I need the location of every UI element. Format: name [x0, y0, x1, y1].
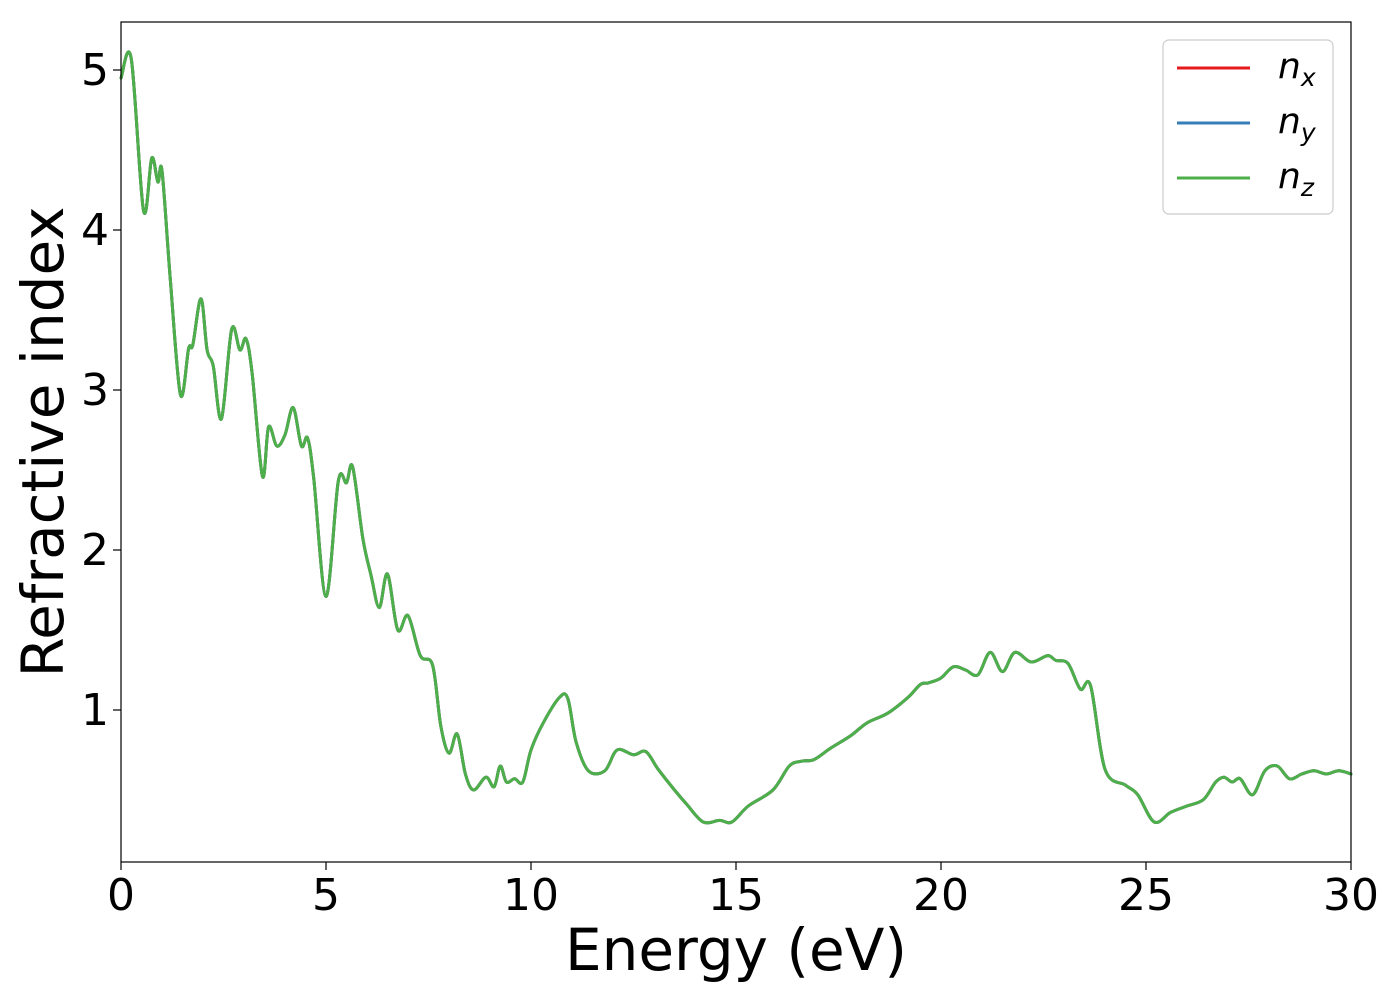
y-tick-label: 3 — [81, 365, 109, 416]
legend-label-nz: nz — [1278, 156, 1315, 202]
series-layer — [119, 50, 1353, 825]
series-line-n-z — [119, 50, 1353, 825]
x-tick-label: 30 — [1323, 870, 1379, 921]
x-tick-label: 20 — [913, 870, 969, 921]
plot-frame — [120, 21, 1352, 863]
x-tick-label: 25 — [1118, 870, 1174, 921]
legend-label-ny: ny — [1278, 101, 1317, 147]
legend-box — [1162, 39, 1334, 215]
x-tick-label: 5 — [312, 870, 340, 921]
x-tick-label: 0 — [107, 870, 135, 921]
legend-label-nx: nx — [1278, 46, 1316, 92]
y-tick-label: 2 — [81, 525, 109, 576]
legend: nx ny nz — [1162, 39, 1334, 215]
x-axis-title: Energy (eV) — [565, 916, 907, 984]
y-ticks: 1 2 3 4 5 — [81, 45, 121, 736]
x-ticks: 0 5 10 15 20 25 30 — [107, 862, 1379, 921]
y-tick-label: 1 — [81, 685, 109, 736]
y-tick-label: 5 — [81, 45, 109, 96]
y-axis-title: Refractive index — [9, 206, 77, 677]
x-tick-label: 15 — [708, 870, 764, 921]
y-tick-label: 4 — [81, 205, 109, 256]
x-tick-label: 10 — [503, 870, 559, 921]
